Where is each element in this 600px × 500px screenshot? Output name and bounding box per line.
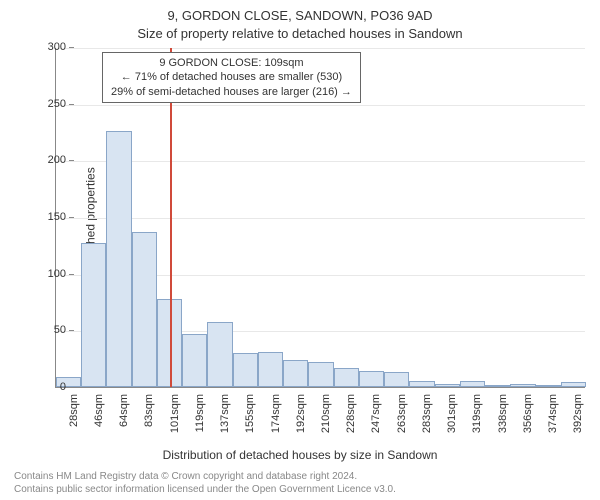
histogram-bar: [132, 232, 157, 387]
histogram-bar: [485, 385, 510, 387]
histogram-bar: [182, 334, 207, 387]
y-tick-label: 200: [26, 154, 66, 166]
x-tick-label: 283sqm: [421, 394, 433, 439]
x-tick-label: 64sqm: [118, 394, 130, 439]
x-tick-label: 356sqm: [522, 394, 534, 439]
credit-line1: Contains HM Land Registry data © Crown c…: [14, 470, 396, 483]
annotation-line3: 29% of semi-detached houses are larger (…: [111, 85, 352, 99]
y-tick-label: 0: [26, 381, 66, 393]
histogram-bar: [409, 381, 434, 387]
y-tick-label: 150: [26, 211, 66, 223]
x-axis-label: Distribution of detached houses by size …: [0, 448, 600, 462]
x-tick-label: 319sqm: [471, 394, 483, 439]
histogram-bar: [258, 352, 283, 387]
x-tick-label: 101sqm: [169, 394, 181, 439]
x-tick-label: 374sqm: [547, 394, 559, 439]
x-tick-label: 174sqm: [270, 394, 282, 439]
x-tick-label: 247sqm: [370, 394, 382, 439]
chart-container: 9, GORDON CLOSE, SANDOWN, PO36 9AD Size …: [0, 0, 600, 500]
y-tick-label: 50: [26, 324, 66, 336]
credit-line2: Contains public sector information licen…: [14, 483, 396, 496]
gridline: [56, 48, 585, 49]
x-tick-label: 192sqm: [295, 394, 307, 439]
x-tick-label: 263sqm: [396, 394, 408, 439]
x-tick-label: 301sqm: [446, 394, 458, 439]
y-tick-label: 250: [26, 98, 66, 110]
y-tick-label: 300: [26, 41, 66, 53]
histogram-bar: [510, 384, 535, 387]
x-tick-label: 46sqm: [93, 394, 105, 439]
x-tick-label: 338sqm: [497, 394, 509, 439]
histogram-bar: [233, 353, 258, 387]
x-tick-label: 228sqm: [345, 394, 357, 439]
annotation-line1: 9 GORDON CLOSE: 109sqm: [111, 56, 352, 70]
histogram-bar: [536, 385, 561, 387]
histogram-bar: [435, 384, 460, 387]
gridline: [56, 218, 585, 219]
histogram-bar: [384, 372, 409, 387]
histogram-bar: [460, 381, 485, 387]
histogram-bar: [561, 382, 586, 387]
chart-title: 9, GORDON CLOSE, SANDOWN, PO36 9AD: [0, 8, 600, 23]
x-tick-label: 392sqm: [572, 394, 584, 439]
plot-area: 9 GORDON CLOSE: 109sqm ← 71% of detached…: [55, 48, 585, 388]
chart-subtitle: Size of property relative to detached ho…: [0, 26, 600, 41]
x-tick-label: 210sqm: [320, 394, 332, 439]
annotation-box: 9 GORDON CLOSE: 109sqm ← 71% of detached…: [102, 52, 361, 103]
histogram-bar: [207, 322, 232, 387]
histogram-bar: [334, 368, 359, 387]
histogram-bar: [283, 360, 308, 387]
histogram-bar: [308, 362, 333, 387]
y-tick-label: 100: [26, 268, 66, 280]
x-tick-label: 119sqm: [194, 394, 206, 439]
x-tick-label: 28sqm: [68, 394, 80, 439]
x-tick-label: 155sqm: [244, 394, 256, 439]
histogram-bar: [359, 371, 384, 387]
gridline: [56, 161, 585, 162]
credit-text: Contains HM Land Registry data © Crown c…: [14, 470, 396, 496]
gridline: [56, 105, 585, 106]
histogram-bar: [106, 131, 131, 387]
annotation-line2: ← 71% of detached houses are smaller (53…: [111, 70, 352, 84]
x-tick-label: 137sqm: [219, 394, 231, 439]
histogram-bar: [81, 243, 106, 387]
x-tick-label: 83sqm: [143, 394, 155, 439]
